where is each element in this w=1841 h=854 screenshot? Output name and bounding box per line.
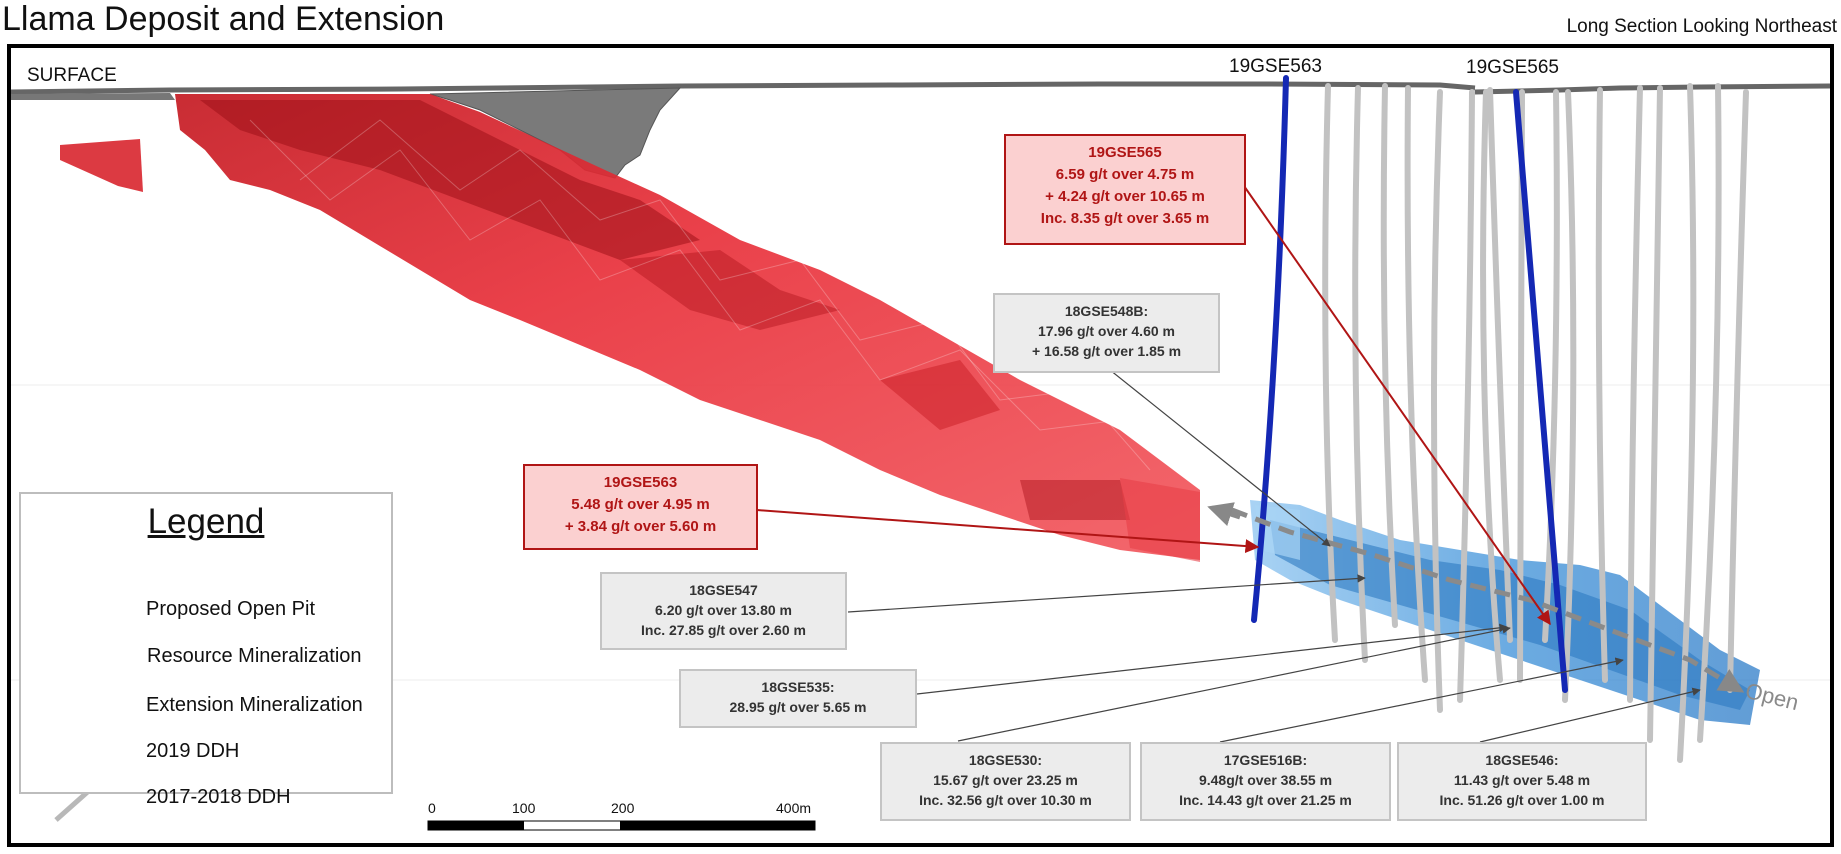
view-subtitle: Long Section Looking Northeast bbox=[1566, 16, 1837, 37]
callout-line: 11.43 g/t over 5.48 m bbox=[1453, 772, 1591, 788]
callout-title: 19GSE563 bbox=[603, 474, 678, 491]
legend-title: Legend bbox=[147, 502, 265, 541]
legend-2019-ddh-label: 2019 DDH bbox=[146, 740, 240, 762]
section-frame bbox=[7, 44, 1834, 847]
callout-line: Inc. 51.26 g/t over 1.00 m bbox=[1439, 792, 1605, 808]
callout-line: + 3.84 g/t over 5.60 m bbox=[564, 518, 717, 535]
page-title: Llama Deposit and Extension bbox=[2, 0, 445, 38]
callout-18GSE548B: 18GSE548B: 17.96 g/t over 4.60 m + 16.58… bbox=[993, 293, 1220, 373]
callout-line: 5.48 g/t over 4.95 m bbox=[571, 496, 710, 513]
scale-tick-200: 200 bbox=[611, 800, 635, 816]
callout-18GSE546: 18GSE546: 11.43 g/t over 5.48 m Inc. 51.… bbox=[1397, 742, 1647, 821]
callout-title: 18GSE547 bbox=[689, 582, 758, 598]
legend-pit-label: Proposed Open Pit bbox=[146, 598, 315, 620]
scale-bar bbox=[427, 820, 816, 831]
plunge-arrow-back bbox=[1207, 502, 1241, 527]
leader-lines bbox=[756, 185, 1701, 743]
ddh-19GSE563-trace bbox=[1251, 75, 1289, 623]
leader-18GSE547 bbox=[847, 574, 1366, 613]
surface-label: SURFACE bbox=[27, 65, 117, 86]
legend-extension-label: Extension Mineralization bbox=[146, 694, 363, 716]
surface-line bbox=[10, 81, 1831, 100]
plunge-arrow bbox=[1231, 507, 1745, 693]
leader-19GSE563 bbox=[756, 509, 1260, 554]
callout-line: 15.67 g/t over 23.25 m bbox=[933, 772, 1078, 788]
callout-title: 18GSE548B: bbox=[1064, 303, 1149, 319]
callout-18GSE530: 18GSE530: 15.67 g/t over 23.25 m Inc. 32… bbox=[880, 742, 1131, 821]
leader-18GSE535 bbox=[916, 623, 1508, 695]
callout-line: 28.95 g/t over 5.65 m bbox=[729, 699, 867, 715]
leader-19GSE565 bbox=[1243, 185, 1551, 626]
callout-title: 18GSE546: bbox=[1485, 752, 1559, 768]
scale-tick-0: 0 bbox=[428, 800, 436, 816]
callout-title: 17GSE516B: bbox=[1223, 752, 1308, 768]
callout-line: + 16.58 g/t over 1.85 m bbox=[1031, 343, 1182, 359]
hole-label-19GSE565: 19GSE565 bbox=[1466, 57, 1559, 78]
legend-panel: Legend bbox=[19, 492, 393, 794]
callout-line: 6.20 g/t over 13.80 m bbox=[655, 602, 792, 618]
callout-title: 19GSE565 bbox=[1088, 144, 1162, 161]
scale-tick-400: 400m bbox=[776, 800, 812, 816]
callout-line: Inc. 8.35 g/t over 3.65 m bbox=[1040, 210, 1210, 227]
callout-19GSE563: 19GSE563 5.48 g/t over 4.95 m + 3.84 g/t… bbox=[523, 464, 758, 550]
leader-17GSE516B bbox=[1219, 657, 1624, 743]
leader-18GSE546 bbox=[1479, 687, 1701, 743]
callout-19GSE565: 19GSE565 6.59 g/t over 4.75 m + 4.24 g/t… bbox=[1004, 134, 1246, 245]
callout-line: 9.48g/t over 38.55 m bbox=[1198, 772, 1333, 788]
callout-17GSE516B: 17GSE516B: 9.48g/t over 38.55 m Inc. 14.… bbox=[1140, 742, 1391, 821]
callout-line: 6.59 g/t over 4.75 m bbox=[1055, 166, 1195, 183]
callout-title: 18GSE530: bbox=[968, 752, 1043, 768]
callout-line: Inc. 32.56 g/t over 10.30 m bbox=[919, 792, 1092, 808]
legend-2017-ddh-label: 2017-2018 DDH bbox=[146, 786, 291, 808]
hole-label-19GSE563: 19GSE563 bbox=[1229, 56, 1322, 77]
callout-18GSE535: 18GSE535: 28.95 g/t over 5.65 m bbox=[679, 669, 917, 728]
scale-tick-100: 100 bbox=[512, 800, 536, 816]
callout-title: 18GSE535: bbox=[761, 679, 835, 695]
callout-18GSE547: 18GSE547 6.20 g/t over 13.80 m Inc. 27.8… bbox=[600, 572, 847, 650]
callout-line: + 4.24 g/t over 10.65 m bbox=[1045, 188, 1205, 205]
leader-18GSE530 bbox=[957, 625, 1511, 742]
callout-line: Inc. 14.43 g/t over 21.25 m bbox=[1179, 792, 1352, 808]
leader-18GSE548B bbox=[1109, 369, 1331, 547]
callout-line: Inc. 27.85 g/t over 2.60 m bbox=[641, 622, 806, 638]
callout-line: 17.96 g/t over 4.60 m bbox=[1038, 323, 1175, 339]
legend-resource-label: Resource Mineralization bbox=[147, 645, 362, 667]
